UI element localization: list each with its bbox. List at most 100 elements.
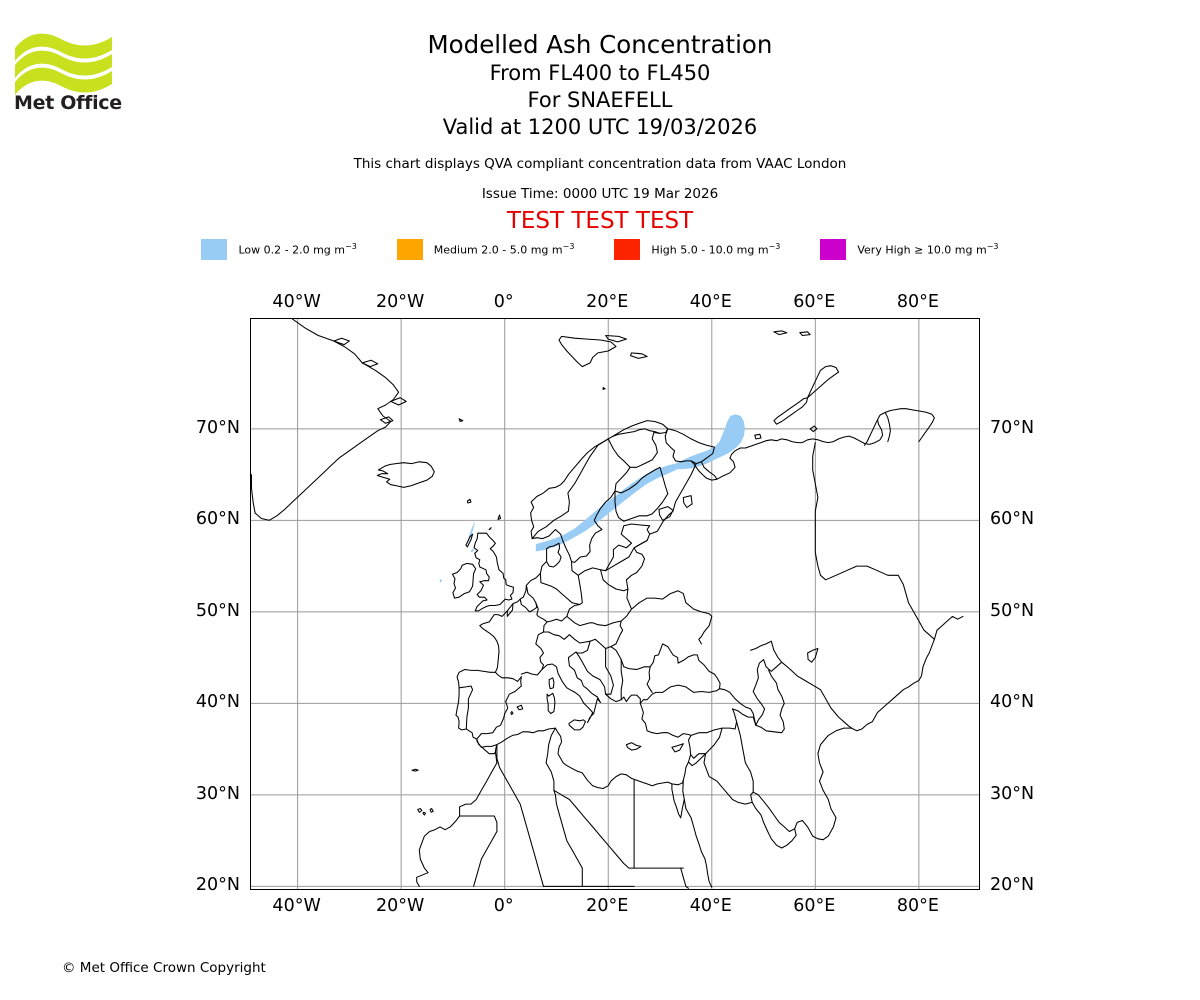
coastline-path [542,615,651,671]
valid-time: Valid at 1200 UTC 19/03/2026 [442,115,758,139]
coastline-path [629,431,661,468]
coastline-path [376,461,435,488]
coastline-path [568,719,587,731]
coastline-path [716,408,935,480]
ash-concentration-region-low [578,521,593,530]
coastline-path [687,753,707,767]
issue-time: Issue Time: 0000 UTC 19 Mar 2026 [481,186,719,202]
coastline-path [809,425,818,433]
coastline-path [361,359,379,368]
coastline-path [658,506,674,521]
legend-label-medium: Medium 2.0 - 5.0 mg m−3 [433,242,575,257]
coastline-path [799,331,811,337]
coastline-path [476,727,684,790]
met-office-wave-mark [15,33,112,95]
coastline-path [539,572,581,606]
axis-label-lon-top-0: 0° [493,292,514,312]
coastline-path [416,751,498,887]
coastline-path [884,411,891,443]
coastline-path [545,727,583,887]
coastline-path [690,460,718,481]
coastline-path [510,711,514,715]
coastline-path [546,692,556,715]
coastline-path [812,442,935,640]
legend-label-high: High 5.0 - 10.0 mg m−3 [651,242,781,257]
coastline-path [390,397,407,406]
axis-label-lon-bottom-0: 0° [493,896,514,916]
legend-swatch-very-high [820,239,847,260]
gridlines [251,319,979,889]
coastline-path [773,397,809,425]
coastline-path [466,498,472,504]
axis-label-lon-bottom-20: 20°E [586,896,629,916]
coastline-path [429,808,434,813]
coastline-path [629,352,648,359]
ash-concentration-map: 40°W 40°W 20°W 20°W 0° 0° 20°E 20°E 40°E 40°E 60°E… [196,292,1034,916]
coastline-path [680,867,690,889]
axis-label-lon-top-20: 20°E [586,292,629,312]
legend-entry-medium: Medium 2.0 - 5.0 mg m−3 [396,239,615,260]
legend-entry-high: High 5.0 - 10.0 mg m−3 [614,239,820,260]
coastline-path [251,474,256,514]
axis-label-lat-right-60: 60°N [990,509,1035,530]
flight-level-range: From FL400 to FL450 [489,61,711,85]
axis-label-lat-right-30: 30°N [990,783,1035,804]
ash-concentration-overlay [439,414,745,583]
axis-label-lon-top-40: 40°E [689,292,732,312]
coastline-path [473,532,515,612]
coastline-path [626,588,633,610]
coastline-path [605,647,614,695]
copyright-notice: © Met Office Crown Copyright [62,960,266,976]
coastline-path [646,643,721,693]
coastline-path [531,438,609,540]
axis-label-lon-bottom-60: 60°E [793,896,836,916]
coastline-path [718,688,757,726]
met-office-logo [14,28,124,114]
coastline-path [459,815,498,887]
coastline-path [752,791,824,841]
coastline-path [566,574,713,645]
axis-label-lat-right-20: 20°N [990,875,1035,896]
concentration-legend: Low 0.2 - 2.0 mg m−3 Medium 2.0 - 5.0 mg … [0,239,1200,260]
legend-swatch-low [201,239,228,260]
test-banner: TEST TEST TEST [506,208,694,234]
map-canvas [251,319,979,889]
coastline-path [773,330,788,336]
legend-entry-very-high: Very High ≥ 10.0 mg m−3 [820,239,999,260]
coastline-path [411,768,419,772]
axis-label-lon-top--20: 20°W [375,292,425,312]
coastline-path [458,685,474,730]
coastline-path [553,789,635,869]
coastline-path [497,514,502,520]
met-office-wordmark: Met Office [14,92,122,114]
coastline-path [602,387,606,391]
legend-swatch-medium [396,239,423,260]
coastline-path [379,416,394,424]
coastline-path [649,463,697,535]
coastline-path [458,418,464,423]
legend-swatch-high [614,239,641,260]
coastline-path [506,603,514,617]
coastline-path [548,677,555,690]
axis-label-lat-left-70: 70°N [195,417,240,438]
coastline-path [682,495,693,509]
coastline-path [520,651,721,724]
coastline-path [807,365,840,399]
ash-concentration-region-low [675,414,745,470]
axis-label-lat-left-30: 30°N [195,783,240,804]
coastline-path [531,438,631,563]
coastline-path [546,542,562,568]
coastline-path [479,560,548,673]
coastline-path [754,433,762,440]
coastline-path [451,562,477,599]
coastline-path [558,335,617,368]
coastline-path [863,419,879,446]
coastline-path [639,702,692,781]
coastline-path [703,727,753,805]
coastline-path [455,668,522,740]
coastline-path [476,738,498,755]
ash-concentration-region-low [535,463,678,552]
axis-label-lon-top--40: 40°W [272,292,321,312]
coastline-path [731,708,757,726]
coastline-path [599,539,648,592]
